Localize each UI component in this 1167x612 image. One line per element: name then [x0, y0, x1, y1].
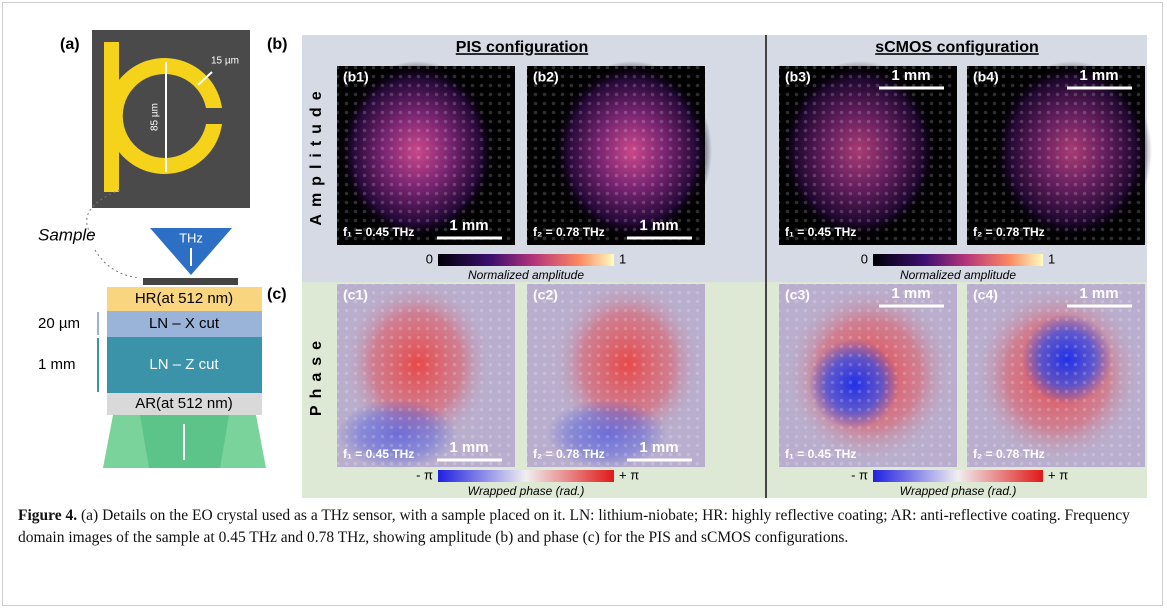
colorbar-title: Wrapped phase (rad.): [468, 484, 585, 498]
thz-label: THz: [179, 230, 203, 245]
frequency: f₂ = 0.78 THz: [973, 225, 1045, 239]
sample-label: Sample: [38, 225, 96, 244]
colorbar-title: Wrapped phase (rad.): [900, 484, 1017, 498]
colorbar-min: 0: [861, 251, 868, 266]
row-label: Phase: [308, 334, 325, 416]
colorbar: [438, 470, 614, 482]
image-label: (c4): [973, 287, 998, 303]
caption-label: Figure 4.: [18, 507, 78, 524]
colorbar-max: 1: [619, 251, 626, 266]
thickness-label: 20 µm: [38, 315, 80, 332]
layer: [107, 311, 262, 337]
frequency: f₂ = 0.78 THz: [973, 447, 1045, 461]
ring-diameter: 85 µm: [150, 103, 161, 131]
frequency: f₁ = 0.45 THz: [785, 447, 856, 461]
config-title: PIS configuration: [456, 39, 588, 56]
image-texture: [337, 284, 515, 467]
scale-label: 1 mm: [1079, 285, 1118, 302]
frequency: f₂ = 0.78 THz: [533, 447, 605, 461]
layer-label: AR(at 512 nm): [135, 395, 233, 412]
image-label: (c1): [343, 287, 368, 303]
colorbar-title: Normalized amplitude: [468, 268, 584, 282]
layer-label: HR(at 512 nm): [135, 290, 233, 307]
image-texture: [527, 284, 705, 467]
connector: [94, 249, 141, 279]
layer: [107, 393, 262, 415]
thickness-label: 1 mm: [38, 356, 76, 373]
image-texture: [967, 284, 1145, 467]
ring-gap: 15 µm: [211, 56, 239, 67]
colorbar: [873, 470, 1043, 482]
frequency: f₂ = 0.78 THz: [533, 225, 605, 239]
layer-label: LN – X cut: [149, 315, 220, 332]
scale-label: 1 mm: [891, 285, 930, 302]
image-label: (c3): [785, 287, 810, 303]
gap-arrow: [197, 71, 213, 86]
panel-label: (b): [267, 36, 287, 53]
frequency: f₁ = 0.45 THz: [343, 447, 414, 461]
colorbar-max: + π: [619, 467, 639, 482]
image-texture: [527, 66, 705, 245]
layer: [107, 287, 262, 311]
caption-text: (a) Details on the EO crystal used as a …: [18, 507, 1130, 546]
colorbar-min: 0: [426, 251, 433, 266]
figure: (a) 15 µm 85 µm Sample THz HR(at 512 nm)…: [38, 30, 1152, 498]
layer-label: LN – Z cut: [149, 356, 219, 373]
colorbar-max: + π: [1048, 467, 1068, 482]
scale-label: 1 mm: [449, 439, 488, 456]
image-label: (b3): [785, 69, 811, 85]
image-label: (b1): [343, 69, 369, 85]
scale-label: 1 mm: [449, 217, 488, 234]
caption: Figure 4. (a) Details on the EO crystal …: [18, 505, 1143, 549]
sample-bar: [143, 278, 238, 285]
scale-label: 1 mm: [1079, 67, 1118, 84]
scale-label: 1 mm: [639, 217, 678, 234]
colorbar-max: 1: [1048, 251, 1055, 266]
frequency: f₁ = 0.45 THz: [343, 225, 414, 239]
colorbar: [438, 254, 614, 266]
scale-label: 1 mm: [891, 67, 930, 84]
image-label: (b4): [973, 69, 999, 85]
colorbar: [873, 254, 1043, 266]
panel-label: (a): [60, 36, 80, 53]
image-label: (c2): [533, 287, 558, 303]
scale-label: 1 mm: [639, 439, 678, 456]
row-label: Amplitude: [308, 84, 325, 225]
colorbar-min: - π: [851, 467, 868, 482]
colorbar-min: - π: [416, 467, 433, 482]
layer: [107, 337, 262, 393]
image-texture: [967, 66, 1145, 245]
colorbar-title: Normalized amplitude: [900, 268, 1016, 282]
image-texture: [337, 66, 515, 245]
frequency: f₁ = 0.45 THz: [785, 225, 856, 239]
panel-label: (c): [267, 286, 287, 303]
image-texture: [779, 284, 957, 467]
image-label: (b2): [533, 69, 559, 85]
config-title: sCMOS configuration: [875, 39, 1039, 56]
image-texture: [779, 66, 957, 245]
